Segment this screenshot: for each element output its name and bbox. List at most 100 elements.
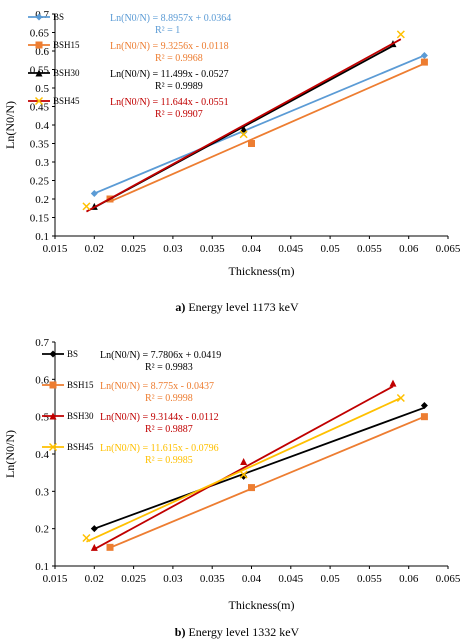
x-tick-label: 0.045 <box>278 573 303 585</box>
chart-a: 0.10.150.20.250.30.350.40.450.50.550.60.… <box>3 9 461 278</box>
x-tick-label: 0.065 <box>436 243 461 255</box>
trendline-BS <box>93 54 425 195</box>
y-tick-label: 0.1 <box>35 561 49 573</box>
legend-marker-BSH45 <box>34 96 44 106</box>
equation-BSH15: Ln(N0/N) = 8.775x - 0.0437 <box>100 381 214 392</box>
r2-BSH30: R² = 0.9989 <box>155 81 203 92</box>
y-tick-label: 0.45 <box>30 102 50 114</box>
x-axis-label: Thickness(m) <box>229 264 295 278</box>
y-tick-label: 0.5 <box>35 412 49 424</box>
series-BS <box>90 401 428 533</box>
data-point-BSH30 <box>240 457 248 465</box>
x-tick-label: 0.05 <box>320 573 340 585</box>
r2-BSH30: R² = 0.9887 <box>145 424 193 435</box>
x-tick-label: 0.065 <box>436 573 461 585</box>
y-tick-label: 0.6 <box>35 46 49 58</box>
trendline-BSH45 <box>86 38 402 213</box>
equation-BSH30: Ln(N0/N) = 9.3144x - 0.0112 <box>100 412 219 423</box>
legend-label-BSH15: BSH15 <box>53 40 80 50</box>
caption-b-prefix: b) <box>174 625 186 639</box>
caption-b: b) Energy level 1332 keV <box>0 625 474 640</box>
data-point-BSH45 <box>239 470 248 479</box>
trendline-BSH15 <box>109 62 425 203</box>
data-point-BS <box>90 189 98 197</box>
x-axis-label: Thickness(m) <box>229 598 295 612</box>
x-tick-label: 0.055 <box>357 573 382 585</box>
equation-BSH45: Ln(N0/N) = 11.615x - 0.0796 <box>100 443 219 454</box>
y-tick-label: 0.3 <box>35 157 49 169</box>
legend-marker-BSH30 <box>35 69 43 77</box>
equation-BSH15: Ln(N0/N) = 9.3256x - 0.0118 <box>110 41 229 52</box>
y-tick-label: 0.65 <box>30 28 50 40</box>
data-point-BSH15 <box>420 413 428 421</box>
data-point-BSH15 <box>248 140 255 147</box>
x-tick-label: 0.015 <box>43 243 68 255</box>
data-point-BSH30 <box>240 125 248 133</box>
legend-label-BSH45: BSH45 <box>53 96 80 106</box>
caption-b-text: Energy level 1332 keV <box>185 625 300 639</box>
legend-marker-BSH30 <box>49 412 57 420</box>
caption-a: a) Energy level 1173 keV <box>0 300 474 315</box>
legend: BS BSH15 BSH30 BSH45 <box>42 349 94 452</box>
data-point-BSH30 <box>389 379 397 387</box>
y-tick-label: 0.1 <box>35 231 49 243</box>
y-tick-label: 0.7 <box>35 9 49 21</box>
y-tick-label: 0.3 <box>35 486 49 498</box>
y-tick-label: 0.4 <box>35 120 49 132</box>
x-tick-label: 0.06 <box>399 243 419 255</box>
legend-marker-BS <box>35 13 43 21</box>
x-tick-label: 0.05 <box>320 243 340 255</box>
x-tick-label: 0.03 <box>163 243 183 255</box>
x-tick-label: 0.04 <box>242 573 262 585</box>
trendline-BS <box>93 406 425 530</box>
legend-label-BSH30: BSH30 <box>67 411 94 421</box>
r2-BSH45: R² = 0.9907 <box>155 109 203 120</box>
trendline-BSH30 <box>93 385 394 550</box>
legend-label-BSH15: BSH15 <box>67 380 94 390</box>
x-tick-label: 0.025 <box>121 573 146 585</box>
caption-a-prefix: a) <box>175 300 186 314</box>
data-point-BS <box>240 472 248 480</box>
x-tick-label: 0.02 <box>85 573 104 585</box>
data-point-BS <box>420 401 428 409</box>
r2-BS: R² = 0.9983 <box>145 362 193 373</box>
equation-BS: Ln(N0/N) = 8.8957x + 0.0364 <box>110 13 231 24</box>
x-tick-label: 0.02 <box>85 243 104 255</box>
x-tick-label: 0.035 <box>200 573 225 585</box>
chart-b: 0.1 0.2 0.3 0.4 0.5 0.6 0.7 0.015 0.02 0.025 0.03 0… <box>3 337 461 612</box>
y-tick-label: 0.35 <box>30 139 50 151</box>
x-tick-label: 0.06 <box>399 573 419 585</box>
data-point-BSH30 <box>90 543 98 551</box>
x-tick-label: 0.055 <box>357 243 382 255</box>
x-tick-label: 0.04 <box>242 243 262 255</box>
series-BSH45 <box>82 30 405 213</box>
equation-BSH30: Ln(N0/N) = 11.499x - 0.0527 <box>110 69 229 80</box>
legend-label-BSH30: BSH30 <box>53 68 80 78</box>
x-tick-label: 0.03 <box>163 573 183 585</box>
y-tick-label: 0.15 <box>30 213 50 225</box>
y-tick-label: 0.7 <box>35 337 49 349</box>
series-BSH30 <box>90 379 397 551</box>
series-BSH45 <box>82 393 405 543</box>
x-tick-label: 0.025 <box>121 243 146 255</box>
legend-marker-BSH45 <box>48 442 58 452</box>
data-point-BSH15 <box>420 58 428 66</box>
y-tick-label: 0.5 <box>35 83 49 95</box>
data-point-BSH15 <box>248 484 255 492</box>
legend-marker-BSH15 <box>49 381 57 389</box>
trendline-BSH15 <box>109 415 425 549</box>
data-point-BSH45 <box>396 393 405 403</box>
data-point-BSH45 <box>239 130 248 139</box>
equation-BS: Ln(N0/N) = 7.7806x + 0.0419 <box>100 350 221 361</box>
legend-label-BS: BS <box>53 12 64 22</box>
x-tick-label: 0.045 <box>278 243 303 255</box>
legend: BS BSH15 BSH30 BSH45 <box>28 12 80 106</box>
y-tick-label: 0.4 <box>35 449 49 461</box>
y-tick-label: 0.2 <box>35 194 49 206</box>
legend-marker-BSH15 <box>35 41 43 49</box>
trendline-BSH45 <box>86 397 402 543</box>
r2-BS: R² = 1 <box>155 25 180 36</box>
data-point-BS <box>420 51 428 59</box>
data-point-BSH45 <box>82 202 91 211</box>
